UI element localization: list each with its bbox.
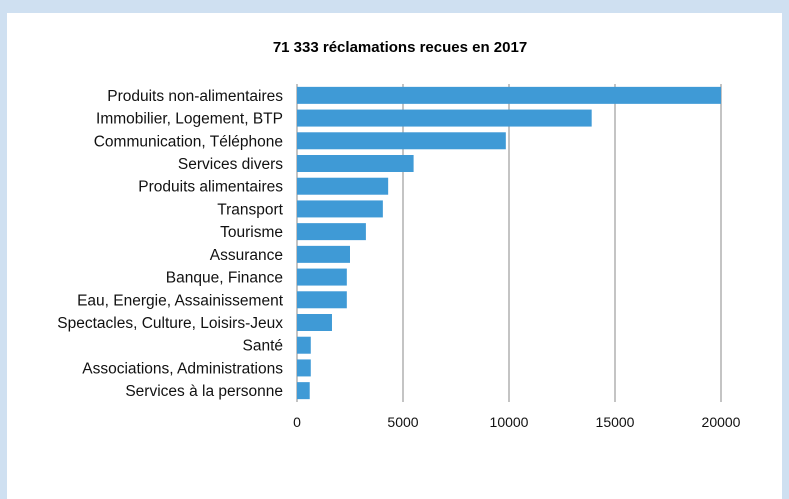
x-tick-labels: 0 5000 10000 15000 20000 bbox=[293, 414, 741, 430]
bar bbox=[297, 245, 350, 263]
category-label: Produits alimentaires bbox=[138, 179, 283, 196]
category-label: Transport bbox=[217, 201, 283, 218]
bar bbox=[297, 314, 332, 331]
bar bbox=[297, 336, 311, 354]
x-tick-label: 10000 bbox=[490, 414, 529, 430]
category-label: Eau, Energie, Assainissement bbox=[77, 292, 284, 309]
bar bbox=[297, 132, 506, 150]
category-label: Spectacles, Culture, Loisirs-Jeux bbox=[57, 315, 283, 332]
bars bbox=[297, 86, 721, 400]
x-tick-label: 5000 bbox=[387, 414, 418, 430]
chart-title: 71 333 réclamations recues en 2017 bbox=[273, 39, 527, 56]
category-label: Immobilier, Logement, BTP bbox=[96, 111, 283, 128]
grid-lines bbox=[296, 84, 722, 402]
category-label: Produits non-alimentaires bbox=[107, 88, 283, 105]
category-label: Banque, Finance bbox=[166, 270, 283, 287]
bar bbox=[297, 268, 347, 286]
x-tick-label: 0 bbox=[293, 414, 301, 430]
bar bbox=[297, 291, 347, 309]
category-label: Santé bbox=[242, 338, 283, 355]
x-tick-label: 15000 bbox=[596, 414, 635, 430]
category-label: Communication, Téléphone bbox=[94, 133, 283, 150]
bar bbox=[297, 155, 414, 172]
category-label: Assurance bbox=[210, 247, 283, 264]
bar bbox=[297, 223, 366, 241]
category-label: Tourisme bbox=[220, 224, 283, 241]
bar bbox=[297, 359, 311, 377]
category-labels: Produits non-alimentaires Immobilier, Log… bbox=[57, 88, 283, 400]
x-tick-label: 20000 bbox=[702, 414, 741, 430]
bar bbox=[297, 200, 383, 218]
bar bbox=[297, 177, 389, 195]
bar bbox=[297, 382, 310, 400]
bar bbox=[297, 109, 592, 127]
category-label: Services divers bbox=[178, 156, 283, 173]
category-label: Associations, Administrations bbox=[82, 360, 283, 377]
bar bbox=[297, 86, 721, 104]
category-label: Services à la personne bbox=[125, 383, 283, 400]
